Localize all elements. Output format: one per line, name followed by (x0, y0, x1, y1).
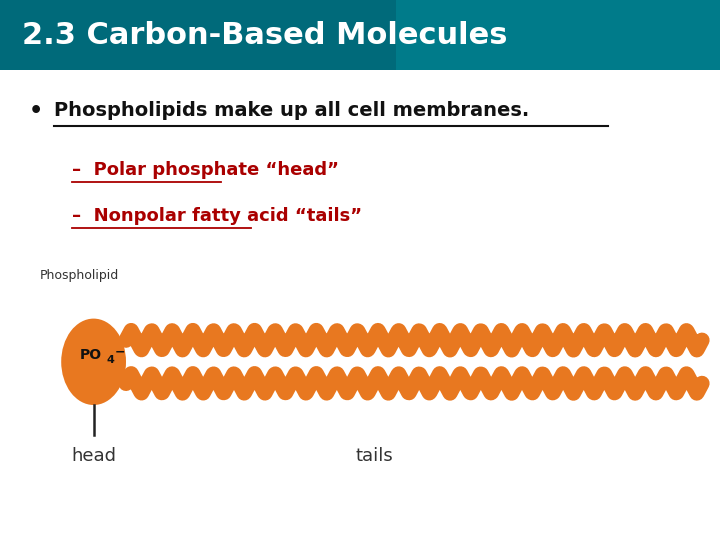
Text: tails: tails (356, 447, 393, 465)
Text: Phospholipid: Phospholipid (40, 269, 119, 282)
Text: −: − (114, 346, 125, 359)
Text: PO: PO (80, 348, 102, 362)
Text: head: head (71, 447, 116, 465)
Text: –  Nonpolar fatty acid “tails”: – Nonpolar fatty acid “tails” (72, 207, 362, 225)
Bar (0, 0, 396, 70)
Text: •: • (29, 100, 43, 121)
Text: Phospholipids make up all cell membranes.: Phospholipids make up all cell membranes… (54, 101, 529, 120)
Text: 2.3 Carbon-Based Molecules: 2.3 Carbon-Based Molecules (22, 21, 507, 50)
Bar (0, 0, 720, 70)
Ellipse shape (61, 319, 126, 405)
Text: 4: 4 (107, 355, 114, 365)
Text: –  Polar phosphate “head”: – Polar phosphate “head” (72, 161, 339, 179)
